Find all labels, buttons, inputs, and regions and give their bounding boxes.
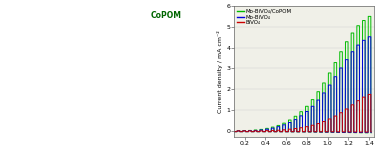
Mo-BiVO₄ bbox=[311, 105, 316, 107]
Mo-BiVO₄ bbox=[369, 132, 373, 134]
Mo-BiVO₄ bbox=[312, 131, 316, 133]
Mo-BiVO₄ bbox=[366, 36, 370, 38]
Line: Mo-BiVO₄/CoPOM: Mo-BiVO₄/CoPOM bbox=[234, 16, 371, 133]
BiVO₄ bbox=[366, 94, 370, 95]
Mo-BiVO₄/CoPOM bbox=[272, 131, 277, 133]
Mo-BiVO₄/CoPOM bbox=[232, 131, 237, 133]
Line: Mo-BiVO₄: Mo-BiVO₄ bbox=[234, 37, 371, 133]
Mo-BiVO₄/CoPOM bbox=[312, 131, 316, 133]
Line: BiVO₄: BiVO₄ bbox=[234, 94, 371, 132]
BiVO₄ bbox=[312, 131, 316, 133]
Mo-BiVO₄/CoPOM bbox=[340, 132, 345, 134]
Mo-BiVO₄/CoPOM bbox=[311, 99, 316, 101]
Mo-BiVO₄/CoPOM bbox=[366, 15, 370, 17]
BiVO₄ bbox=[311, 124, 316, 126]
BiVO₄ bbox=[363, 131, 368, 133]
Y-axis label: Current density / mA cm⁻²: Current density / mA cm⁻² bbox=[217, 30, 223, 113]
Mo-BiVO₄ bbox=[363, 132, 368, 134]
Mo-BiVO₄ bbox=[280, 131, 285, 133]
Mo-BiVO₄/CoPOM bbox=[363, 132, 368, 134]
Mo-BiVO₄/CoPOM bbox=[280, 131, 285, 133]
BiVO₄ bbox=[280, 131, 285, 133]
BiVO₄ bbox=[369, 131, 373, 133]
BiVO₄ bbox=[232, 131, 237, 133]
BiVO₄ bbox=[257, 131, 262, 133]
BiVO₄ bbox=[340, 131, 345, 133]
Mo-BiVO₄/CoPOM bbox=[369, 132, 373, 134]
Mo-BiVO₄ bbox=[232, 131, 237, 133]
Mo-BiVO₄ bbox=[340, 131, 345, 133]
Legend: Mo-BiVO₄/CoPOM, Mo-BiVO₄, BiVO₄: Mo-BiVO₄/CoPOM, Mo-BiVO₄, BiVO₄ bbox=[236, 8, 293, 27]
Text: CoPOM: CoPOM bbox=[150, 11, 181, 20]
Mo-BiVO₄ bbox=[257, 131, 262, 133]
Mo-BiVO₄/CoPOM bbox=[257, 131, 262, 133]
BiVO₄ bbox=[272, 131, 277, 133]
Mo-BiVO₄ bbox=[272, 131, 277, 133]
